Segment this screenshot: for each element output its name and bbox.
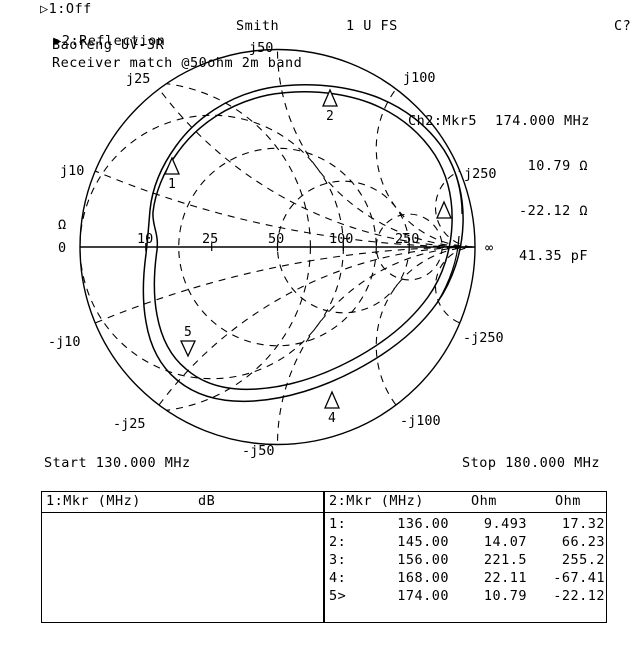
col-header-ohm-imag: Ohm: [555, 493, 581, 509]
svg-text:2: 2: [326, 109, 334, 124]
chart-marker-5-active[interactable]: 5: [179, 325, 197, 358]
svg-text:-j10: -j10: [48, 334, 81, 350]
chart-marker-1[interactable]: 1: [164, 156, 180, 192]
col-header-db: dB: [198, 493, 216, 509]
svg-text:4: 4: [328, 411, 336, 426]
col-header-mkr-mhz: 1:Mkr (MHz): [46, 493, 141, 509]
svg-text:25: 25: [202, 231, 218, 247]
scale-per-division[interactable]: 1 U FS: [346, 18, 398, 34]
marker-row-resistance: 221.5: [483, 552, 527, 568]
marker-row-frequency: 168.00: [397, 570, 449, 586]
marker-readout-resistance: 10.79 Ω: [527, 158, 588, 174]
chart-marker-2[interactable]: 2: [322, 88, 338, 124]
svg-text:100: 100: [329, 231, 353, 247]
marker-readout-reactance: -22.12 Ω: [518, 203, 588, 219]
sweep-stop-label[interactable]: Stop 180.000 MHz: [462, 455, 601, 471]
marker-row-resistance: 10.79: [483, 588, 527, 604]
svg-text:j50: j50: [249, 40, 273, 56]
smith-chart[interactable]: 1 2 4 5 0 10 25 50 100 250 ∞ Ω j10 j25 j…: [0, 0, 640, 470]
marker-row-id: 3:: [329, 552, 347, 568]
correction-status[interactable]: C?: [614, 18, 632, 34]
channel2-measurement[interactable]: ▶2:Reflection: [53, 33, 166, 49]
marker-table-channel2-header: 2:Mkr (MHz) Ohm Ohm: [325, 492, 606, 513]
marker-table-channel1-header: 1:Mkr (MHz) dB: [42, 492, 323, 513]
marker-readout-label: Ch2:Mkr5: [408, 113, 478, 129]
marker-row-frequency: 174.00: [397, 588, 449, 604]
svg-text:-j100: -j100: [400, 413, 441, 429]
chart-markers[interactable]: 1 2 4 5: [164, 88, 452, 426]
smith-axis-labels: 0 10 25 50 100 250 ∞ Ω j10 j25 j50 j100 …: [48, 40, 504, 459]
display-format[interactable]: Smith: [236, 18, 280, 34]
trace-title-line1: Baofeng UV-3R: [52, 37, 165, 53]
marker-row-id: 4:: [329, 570, 347, 586]
svg-text:j10: j10: [60, 163, 84, 179]
trace-title-line2: Receiver match @50ohm 2m band: [52, 55, 303, 71]
marker-row-frequency: 136.00: [397, 516, 449, 532]
svg-text:-j250: -j250: [463, 330, 504, 346]
marker-row-frequency: 145.00: [397, 534, 449, 550]
svg-text:j250: j250: [464, 166, 497, 182]
col-header-ohm-real: Ohm: [471, 493, 497, 509]
svg-text:250: 250: [395, 231, 419, 247]
marker-readout-frequency: 174.000 MHz: [495, 113, 590, 129]
marker-row-resistance: 22.11: [483, 570, 527, 586]
marker-row-resistance: 14.07: [483, 534, 527, 550]
chart-marker-4[interactable]: 4: [324, 390, 340, 426]
col-header-mkr-mhz: 2:Mkr (MHz): [329, 493, 424, 509]
marker-row-reactance: 255.2: [561, 552, 605, 568]
measurement-trace: [142, 83, 464, 403]
svg-text:50: 50: [268, 231, 284, 247]
chart-marker-3[interactable]: [436, 200, 452, 219]
svg-text:5: 5: [184, 325, 192, 340]
marker-row-resistance: 9.493: [483, 516, 527, 532]
channel2-status-row: ▶2:Reflection Smith 1 U FS C?: [36, 19, 630, 94]
svg-text:∞: ∞: [485, 240, 493, 256]
marker-row-id: 1:: [329, 516, 347, 532]
marker-readout-capacitance: 41.35 pF: [518, 248, 588, 264]
marker-row-id: 2:: [329, 534, 347, 550]
marker-row-reactance: -67.41: [553, 570, 605, 586]
svg-text:j25: j25: [126, 71, 150, 87]
marker-table-channel1[interactable]: 1:Mkr (MHz) dB: [41, 491, 324, 623]
marker-row-reactance: 17.32: [561, 516, 605, 532]
channel1-status[interactable]: ▷1:Off: [40, 1, 92, 17]
marker-readout-panel[interactable]: Ch2:Mkr5 174.000 MHz 10.79 Ω -22.12 Ω 41.…: [408, 84, 590, 279]
svg-text:0: 0: [58, 240, 66, 256]
marker-row-id: 5>: [329, 588, 347, 604]
sweep-start-label[interactable]: Start 130.000 MHz: [44, 455, 191, 471]
svg-text:Ω: Ω: [58, 217, 66, 233]
svg-text:1: 1: [168, 177, 176, 192]
marker-row-reactance: -22.12: [553, 588, 605, 604]
svg-text:10: 10: [137, 231, 153, 247]
marker-row-reactance: 66.23: [561, 534, 605, 550]
marker-row-frequency: 156.00: [397, 552, 449, 568]
marker-table-channel2[interactable]: 2:Mkr (MHz) Ohm Ohm 1: 136.00 9.493 17.32 2:…: [324, 491, 607, 623]
svg-text:-j25: -j25: [113, 416, 146, 432]
svg-text:-j50: -j50: [242, 443, 275, 459]
svg-text:j100: j100: [403, 70, 436, 86]
